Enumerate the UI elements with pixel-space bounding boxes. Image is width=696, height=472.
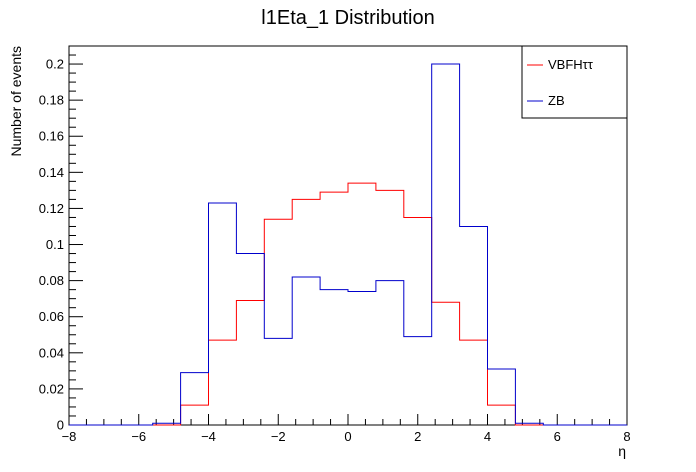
x-tick-label: −4 [201, 429, 216, 444]
legend-label-zb: ZB [548, 93, 565, 108]
x-tick-label: 8 [623, 429, 630, 444]
x-tick-label: −8 [62, 429, 77, 444]
legend: VBFHττ ZB [521, 45, 628, 119]
legend-box [521, 45, 628, 119]
series-lines [69, 63, 627, 426]
x-tick-label: 0 [344, 429, 351, 444]
y-tick-label: 0.12 [39, 201, 64, 216]
y-tick-label: 0.02 [39, 381, 64, 396]
x-axis-label: η [618, 443, 626, 459]
y-tick-label: 0.14 [39, 165, 64, 180]
series-vbfh-histogram [69, 182, 627, 426]
y-axis: 0 0.02 0.04 0.06 0.08 0.1 0.12 0.14 0.16 0.18 0.2 [39, 45, 83, 433]
y-axis-label: Number of events [8, 46, 24, 157]
y-tick-label: 0.18 [39, 93, 64, 108]
y-tick-label: 0.16 [39, 129, 64, 144]
x-tick-label: −6 [131, 429, 146, 444]
x-tick-label: −2 [271, 429, 286, 444]
y-tick-label: 0.2 [46, 57, 64, 72]
legend-label-vbfh: VBFHττ [548, 57, 594, 72]
x-axis: −8 −6 −4 −2 0 2 4 6 8 [62, 414, 631, 444]
y-tick-label: 0.08 [39, 273, 64, 288]
y-tick-label: 0 [57, 418, 64, 433]
y-tick-label: 0.06 [39, 309, 64, 324]
x-tick-label: 2 [414, 429, 421, 444]
y-tick-label: 0.1 [46, 237, 64, 252]
x-tick-label: 6 [554, 429, 561, 444]
chart-title: l1Eta_1 Distribution [261, 7, 434, 29]
series-zb-histogram [69, 63, 627, 426]
y-tick-label: 0.04 [39, 345, 64, 360]
x-tick-label: 4 [484, 429, 491, 444]
